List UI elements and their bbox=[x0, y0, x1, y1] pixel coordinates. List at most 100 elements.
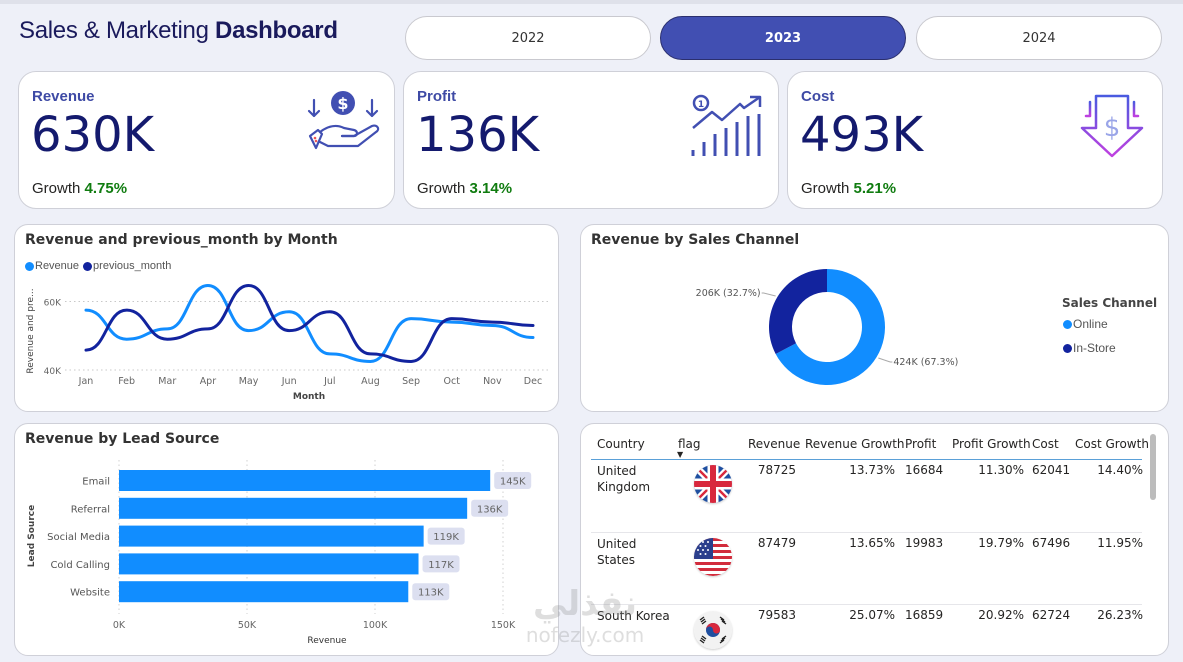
year-tab-label: 2024 bbox=[1022, 30, 1056, 46]
bar-social-media[interactable] bbox=[119, 525, 424, 547]
cell-country: United Kingdom bbox=[597, 463, 650, 495]
data-label-bg bbox=[427, 527, 465, 545]
cell-profit: 16859 bbox=[905, 608, 944, 622]
x-tick-label: Jul bbox=[323, 376, 335, 387]
leader-line bbox=[761, 292, 776, 297]
country-line: States bbox=[597, 553, 636, 567]
sort-descending-icon[interactable]: ▼ bbox=[677, 450, 684, 459]
svg-text:$: $ bbox=[1104, 113, 1121, 143]
legend-item-previous-month[interactable]: previous_month bbox=[83, 260, 171, 272]
x-tick-label: Nov bbox=[483, 376, 502, 387]
cell-revenue-growth: 13.73% bbox=[849, 463, 895, 477]
country-table-card: Country flag ▼ Revenue Revenue Growth Pr… bbox=[580, 423, 1169, 656]
growth-label: Growth bbox=[417, 180, 466, 197]
donut-data-label: 206K (32.7%) bbox=[696, 288, 761, 299]
bar-chart-card: Revenue by Lead Source Email Referral Soci… bbox=[14, 423, 559, 656]
cell-cost: 67496 bbox=[1032, 536, 1071, 550]
year-tab-2024[interactable]: 2024 bbox=[916, 16, 1162, 60]
data-label-bg bbox=[494, 472, 532, 489]
x-tick-label: Mar bbox=[158, 376, 176, 387]
x-axis-title: Month bbox=[293, 392, 325, 402]
series-line-revenue[interactable] bbox=[84, 283, 535, 363]
column-header-cost[interactable]: Cost bbox=[1032, 437, 1059, 451]
bar-chart: Email Referral Social Media Cold Calling Web… bbox=[27, 460, 532, 646]
growth-value: 4.75% bbox=[84, 180, 128, 197]
bar-referral[interactable] bbox=[119, 497, 468, 519]
hand-receiving-money-icon: $ bbox=[307, 91, 380, 150]
kpi-growth: Growth 5.21% bbox=[801, 180, 896, 197]
cell-profit-growth: 19.79% bbox=[978, 536, 1024, 550]
x-tick-label: Sep bbox=[402, 376, 420, 387]
legend-item-revenue[interactable]: Revenue bbox=[25, 260, 79, 272]
table-row[interactable]: United States 87479 13.65% 19983 19.79% 6… bbox=[581, 533, 1168, 605]
legend-label: In-Store bbox=[1073, 341, 1116, 355]
year-tab-2022[interactable]: 2022 bbox=[405, 16, 651, 60]
donut-chart-card: Revenue by Sales Channel 424K (67.3%) 206… bbox=[580, 224, 1169, 412]
line-chart-legend: Revenue previous_month bbox=[25, 260, 171, 272]
row-divider bbox=[591, 604, 1142, 605]
table-row[interactable]: South Korea 79583 25.07% 16859 20.92% 62… bbox=[581, 605, 1168, 655]
growth-label: Growth bbox=[801, 180, 850, 197]
cell-cost-growth: 26.23% bbox=[1097, 608, 1143, 622]
svg-text:$: $ bbox=[337, 94, 348, 113]
legend-dot bbox=[83, 261, 93, 271]
column-header-flag[interactable]: flag bbox=[678, 437, 701, 451]
kpi-card-revenue: Revenue 630K Growth 4.75% $ bbox=[18, 71, 395, 209]
donut-chart-title: Revenue by Sales Channel bbox=[591, 232, 800, 248]
year-tab-2023[interactable]: 2023 bbox=[660, 16, 906, 60]
legend-dot bbox=[25, 261, 34, 271]
bar-data-label: 136K bbox=[477, 504, 503, 515]
legend-label: Revenue bbox=[35, 260, 80, 272]
bar-cold-calling[interactable] bbox=[119, 553, 419, 575]
data-label-bg bbox=[412, 583, 450, 601]
series-line-previous-month[interactable] bbox=[84, 283, 535, 363]
kpi-value: 136K bbox=[416, 107, 540, 163]
x-tick-label: 0K bbox=[113, 620, 126, 631]
bar-chart-title: Revenue by Lead Source bbox=[25, 431, 220, 447]
donut-chart: 424K (67.3%) 206K (32.7%) bbox=[696, 269, 958, 385]
kpi-label: Revenue bbox=[32, 88, 95, 105]
cell-revenue: 78725 bbox=[757, 463, 796, 477]
cell-country: United States bbox=[597, 536, 636, 568]
bar-data-label: 113K bbox=[418, 588, 444, 599]
donut-slice-online[interactable] bbox=[775, 269, 885, 385]
bar-email[interactable] bbox=[119, 470, 491, 491]
bar-data-label: 145K bbox=[500, 477, 526, 488]
kpi-label: Cost bbox=[801, 88, 835, 105]
line-chart-card: Revenue and previous_month by Month Reve… bbox=[14, 224, 559, 412]
legend-label: previous_month bbox=[93, 260, 172, 272]
column-header-cost-growth[interactable]: Cost Growth bbox=[1075, 437, 1149, 451]
table-row[interactable]: United Kingdom 78725 13.73% 16684 11.30% … bbox=[581, 460, 1168, 532]
growth-value: 3.14% bbox=[469, 180, 513, 197]
column-header-profit-growth[interactable]: Profit Growth bbox=[952, 437, 1031, 451]
column-header-country[interactable]: Country bbox=[597, 437, 645, 451]
category-label: Email bbox=[82, 477, 110, 488]
country-line: Kingdom bbox=[597, 480, 651, 494]
cell-profit-growth: 20.92% bbox=[978, 608, 1024, 622]
cell-cost: 62724 bbox=[1032, 608, 1071, 622]
legend-item-online[interactable]: Online bbox=[1063, 317, 1108, 331]
column-header-revenue-growth[interactable]: Revenue Growth bbox=[805, 437, 905, 451]
header-divider bbox=[591, 459, 1142, 460]
column-header-revenue[interactable]: Revenue bbox=[748, 437, 801, 451]
top-edge bbox=[0, 0, 1183, 4]
south-korea-flag-icon bbox=[694, 611, 732, 649]
bar-data-label: 119K bbox=[433, 532, 459, 543]
country-line: South Korea bbox=[597, 609, 670, 623]
category-label: Social Media bbox=[47, 532, 110, 543]
country-line: United bbox=[597, 537, 637, 551]
line-chart: Jan Feb Mar Apr May Jun Jul Aug Sep Oct Nov Dec 40K… bbox=[26, 283, 550, 402]
column-header-profit[interactable]: Profit bbox=[905, 437, 937, 451]
bar-website[interactable] bbox=[119, 581, 409, 603]
bar-data-label: 117K bbox=[428, 560, 454, 571]
kpi-value: 493K bbox=[800, 107, 924, 163]
cell-country: South Korea bbox=[597, 608, 670, 624]
x-tick-label: 100K bbox=[363, 620, 388, 631]
donut-slice-in-store[interactable] bbox=[769, 269, 827, 354]
legend-item-in-store[interactable]: In-Store bbox=[1063, 341, 1116, 355]
page-title-regular: Sales & Marketing bbox=[19, 17, 216, 44]
table-scrollbar[interactable] bbox=[1150, 434, 1156, 500]
category-label: Website bbox=[70, 588, 110, 599]
page-title: Sales & Marketing Dashboard bbox=[19, 17, 338, 45]
legend-label: Online bbox=[1073, 317, 1108, 331]
